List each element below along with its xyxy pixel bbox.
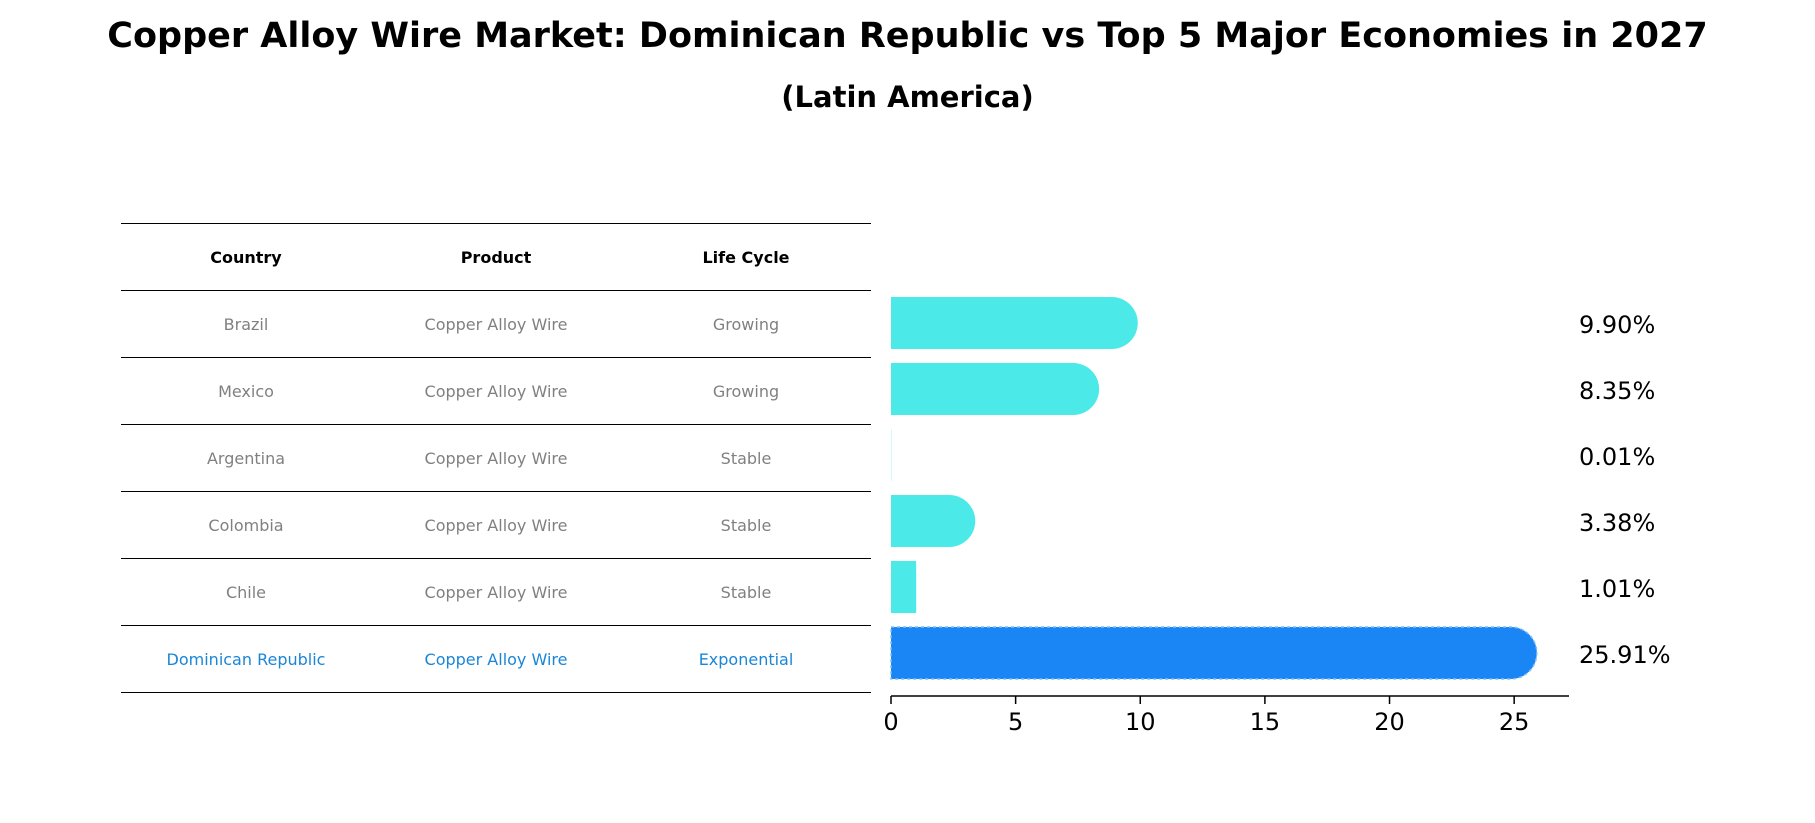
- cell-life-cycle: Stable: [621, 424, 871, 492]
- bar-dominican-republic: [891, 627, 1537, 679]
- x-tick-label: 0: [883, 708, 898, 736]
- table-row: Argentina Copper Alloy Wire Stable: [121, 424, 871, 492]
- cell-product: Copper Alloy Wire: [371, 625, 621, 693]
- value-label: 8.35%: [1579, 377, 1655, 405]
- cell-country: Mexico: [121, 357, 371, 425]
- bar-brazil: [891, 297, 1138, 349]
- bar-chile: [891, 561, 917, 613]
- x-tick-label: 25: [1499, 708, 1530, 736]
- table-row: Brazil Copper Alloy Wire Growing: [121, 290, 871, 358]
- table-row: Chile Copper Alloy Wire Stable: [121, 558, 871, 626]
- value-label: 0.01%: [1579, 443, 1655, 471]
- cell-country: Chile: [121, 558, 371, 626]
- cell-country: Dominican Republic: [121, 625, 371, 693]
- cell-life-cycle: Stable: [621, 558, 871, 626]
- value-label: 25.91%: [1579, 641, 1671, 669]
- x-tick-label: 15: [1250, 708, 1281, 736]
- cell-life-cycle: Growing: [621, 357, 871, 425]
- cell-country: Colombia: [121, 491, 371, 559]
- table-row-highlighted: Dominican Republic Copper Alloy Wire Exp…: [121, 625, 871, 693]
- x-tick-label: 5: [1008, 708, 1023, 736]
- cell-product: Copper Alloy Wire: [371, 424, 621, 492]
- header-life-cycle: Life Cycle: [621, 223, 871, 291]
- table-row: Colombia Copper Alloy Wire Stable: [121, 491, 871, 559]
- bar-colombia: [891, 495, 976, 547]
- table-header-row: Country Product Life Cycle: [121, 223, 871, 291]
- value-label: 3.38%: [1579, 509, 1655, 537]
- x-tick-label: 10: [1125, 708, 1156, 736]
- x-tick-label: 20: [1374, 708, 1405, 736]
- header-country: Country: [121, 223, 371, 291]
- data-table: Country Product Life Cycle Brazil Copper…: [121, 223, 871, 693]
- cell-product: Copper Alloy Wire: [371, 357, 621, 425]
- chart-subtitle: (Latin America): [781, 80, 1034, 114]
- chart-title: Copper Alloy Wire Market: Dominican Repu…: [107, 16, 1708, 56]
- bar-highlight-outline: [890, 626, 1538, 680]
- cell-life-cycle: Stable: [621, 491, 871, 559]
- cell-life-cycle: Exponential: [621, 625, 871, 693]
- value-label: 1.01%: [1579, 575, 1655, 603]
- cell-product: Copper Alloy Wire: [371, 290, 621, 358]
- cell-life-cycle: Growing: [621, 290, 871, 358]
- value-label: 9.90%: [1579, 311, 1655, 339]
- cell-country: Argentina: [121, 424, 371, 492]
- bar-mexico: [891, 363, 1100, 415]
- header-product: Product: [371, 223, 621, 291]
- cell-country: Brazil: [121, 290, 371, 358]
- table-row: Mexico Copper Alloy Wire Growing: [121, 357, 871, 425]
- cell-product: Copper Alloy Wire: [371, 491, 621, 559]
